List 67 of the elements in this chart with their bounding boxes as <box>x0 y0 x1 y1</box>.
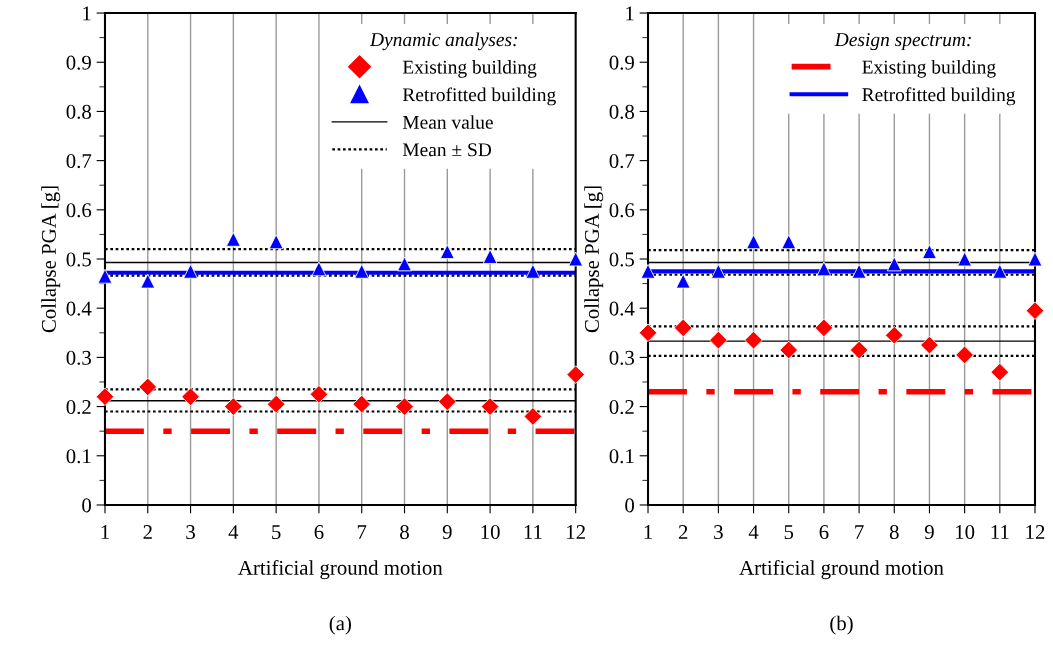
y-tick-label: 0.1 <box>609 449 634 464</box>
x-tick-label: 9 <box>442 525 452 540</box>
x-tick-label: 10 <box>956 525 975 540</box>
y-tick-label: 0.9 <box>66 55 91 70</box>
x-tick-label: 11 <box>524 525 542 539</box>
legend-label: Retrofitted building <box>402 87 556 106</box>
point <box>95 387 115 407</box>
legend-label: Mean value <box>402 115 493 129</box>
y-tick-label: 0.4 <box>66 301 92 316</box>
y-tick-label: 0.8 <box>66 104 91 119</box>
x-tick-label: 1 <box>644 525 652 539</box>
y-tick-label: 0.7 <box>609 153 635 169</box>
legend-label: Existing building <box>862 59 996 78</box>
x-tick-label: 10 <box>481 525 500 540</box>
x-tick-label: 3 <box>714 525 723 540</box>
x-tick-label: 1 <box>101 525 109 539</box>
legend-label: Mean ± SD <box>402 143 492 157</box>
y-tick-label: 0.2 <box>609 399 634 415</box>
y-tick-label: 0.7 <box>66 153 92 169</box>
x-tick-label: 6 <box>819 525 829 540</box>
y-tick-label: 0.3 <box>609 350 635 365</box>
x-tick-label: 8 <box>400 525 409 540</box>
x-tick-label: 12 <box>1026 525 1045 539</box>
x-tick-label: 5 <box>784 525 794 540</box>
y-tick-label: 1 <box>83 6 91 21</box>
point <box>181 387 200 407</box>
x-tick-label: 9 <box>924 525 934 540</box>
legend-label: Existing building <box>402 60 537 78</box>
y-tick-label: 0.6 <box>66 203 92 218</box>
x-tick-label: 5 <box>272 525 281 540</box>
x-tick-label: 2 <box>143 525 152 539</box>
x-tick-label: 7 <box>855 525 864 539</box>
y-tick-label: 0.4 <box>609 301 635 316</box>
y-tick-label: 0 <box>82 498 91 513</box>
x-tick-label: 4 <box>228 525 239 539</box>
y-tick-label: 0.8 <box>609 104 635 119</box>
x-tick-label: 2 <box>678 525 688 539</box>
x-tick-label: 6 <box>314 525 324 540</box>
point <box>955 345 974 365</box>
x-tick-label: 4 <box>748 525 759 539</box>
legend-title: Dynamic analyses: <box>369 32 517 51</box>
y-tick-label: 0.1 <box>66 449 91 464</box>
x-axis-title: Artificial ground motion <box>238 559 443 580</box>
x-tick-label: 8 <box>889 525 899 540</box>
y-tick-label: 0.6 <box>609 203 635 218</box>
x-tick-label: 7 <box>357 525 367 539</box>
x-tick-label: 12 <box>567 525 585 539</box>
point <box>480 397 500 416</box>
y-tick-label: 0.9 <box>609 55 634 70</box>
y-tick-label: 1 <box>626 6 634 21</box>
y-tick-label: 0.5 <box>609 252 635 267</box>
point <box>638 323 658 343</box>
x-tick-label: 11 <box>991 525 1009 539</box>
x-tick-label: 3 <box>186 525 195 540</box>
y-tick-label: 0 <box>625 498 635 513</box>
y-tick-label: 0.5 <box>66 252 91 267</box>
y-axis-title: Collapse PGA [g] <box>41 186 61 333</box>
text: (b) <box>830 615 853 635</box>
legend-title: Design spectrum: <box>834 33 971 51</box>
x-axis-title: Artificial ground motion <box>739 559 944 580</box>
point <box>1025 301 1045 320</box>
y-tick-label: 0.2 <box>66 399 91 415</box>
y-axis-title: Collapse PGA [g] <box>584 186 604 333</box>
point <box>744 330 763 350</box>
legend-label: Retrofitted building <box>862 87 1016 106</box>
y-tick-label: 0.3 <box>66 350 91 365</box>
text: (a) <box>329 615 351 635</box>
